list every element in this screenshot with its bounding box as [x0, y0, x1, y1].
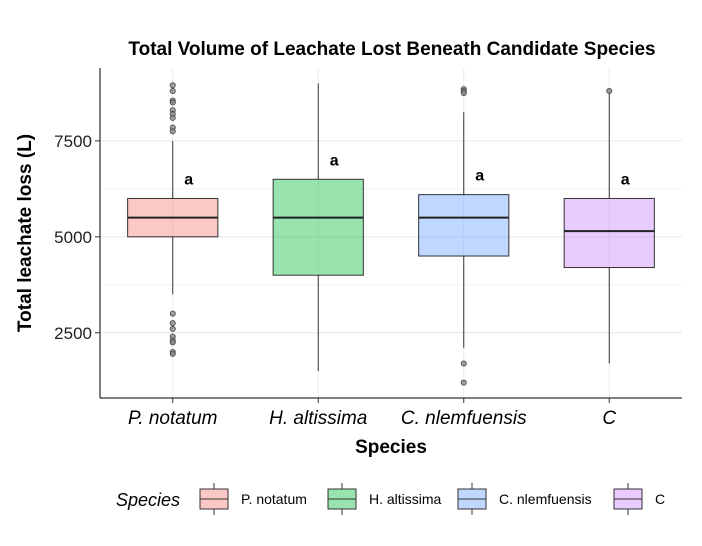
outlier-point	[606, 88, 613, 95]
x-ticks: P. notatum H. altissima C. nlemfuensis C	[128, 398, 616, 429]
y-axis-title: Total leachate loss (L)	[15, 134, 36, 332]
box	[418, 194, 510, 257]
outlier-point	[169, 320, 176, 327]
significance-label: a	[184, 171, 193, 188]
legend: Species P. notatum H. altissima C. nlemfue…	[116, 483, 665, 515]
legend-label: P. notatum	[241, 491, 307, 507]
box	[272, 178, 364, 276]
outlier-point	[169, 339, 176, 346]
outlier-point	[169, 114, 176, 121]
legend-label: C. nlemfuensis	[499, 491, 592, 507]
significance-label: a	[621, 171, 630, 188]
y-tick-label: 5000	[54, 228, 92, 247]
box-group: a	[563, 88, 655, 364]
x-tick-label: C. nlemfuensis	[401, 408, 527, 429]
y-tick-label: 7500	[54, 132, 92, 151]
box-group: a	[127, 82, 219, 357]
legend-item: C	[613, 483, 665, 515]
outlier-point	[169, 88, 176, 95]
significance-label: a	[330, 152, 339, 169]
outlier-point	[169, 350, 176, 357]
outlier-point	[460, 89, 467, 96]
box-group: a	[272, 83, 364, 372]
chart-title: Total Volume of Leachate Lost Beneath Ca…	[128, 39, 655, 60]
y-ticks: 2500 5000 7500	[54, 132, 100, 343]
outlier-point	[460, 360, 467, 367]
outlier-point	[460, 379, 467, 386]
legend-item: C. nlemfuensis	[457, 483, 592, 515]
legend-title: Species	[116, 490, 180, 510]
x-tick-label: H. altissima	[269, 408, 367, 429]
x-axis-title: Species	[355, 437, 427, 458]
legend-item: P. notatum	[199, 483, 307, 515]
outlier-point	[169, 310, 176, 317]
x-tick-label: C	[602, 408, 616, 429]
outlier-point	[169, 99, 176, 106]
x-tick-label: P. notatum	[128, 408, 217, 429]
boxes: a a a a	[127, 82, 655, 386]
legend-label: C	[655, 491, 665, 507]
legend-label: H. altissima	[369, 491, 442, 507]
outlier-point	[169, 82, 176, 89]
legend-item: H. altissima	[327, 483, 442, 515]
box-group: a	[418, 86, 510, 386]
outlier-point	[169, 325, 176, 332]
box	[563, 197, 655, 269]
outlier-point	[169, 128, 176, 135]
significance-label: a	[475, 168, 484, 185]
y-tick-label: 2500	[54, 324, 92, 343]
